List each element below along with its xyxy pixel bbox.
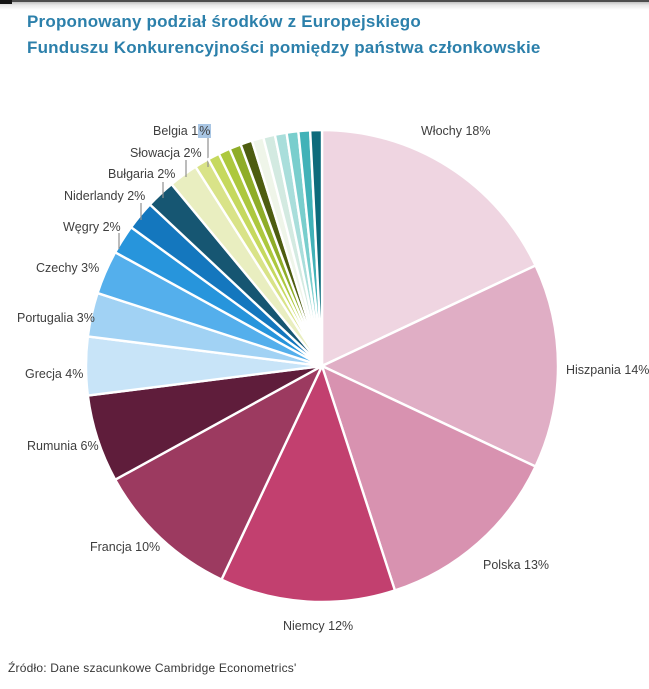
pie-slice-hiszpania: [319, 263, 560, 469]
page-top-edge: [0, 0, 649, 10]
page-top-corner: [0, 0, 12, 4]
pie-slice-francja: [113, 363, 325, 582]
pie-slice-other-23: [308, 128, 324, 367]
chart-title-line-1: Proponowany podział środków z Europejski…: [27, 12, 421, 31]
pie-slice-niemcy: [219, 362, 397, 604]
chart-title: Proponowany podział środków z Europejski…: [27, 9, 541, 61]
source-note: Źródło: Dane szacunkowe Cambridge Econom…: [8, 661, 297, 675]
pie-slice-polska: [320, 363, 538, 592]
chart-title-line-2: Funduszu Konkurencyjności pomiędzy państ…: [27, 38, 541, 57]
pie-slice-włochy: [320, 128, 538, 368]
